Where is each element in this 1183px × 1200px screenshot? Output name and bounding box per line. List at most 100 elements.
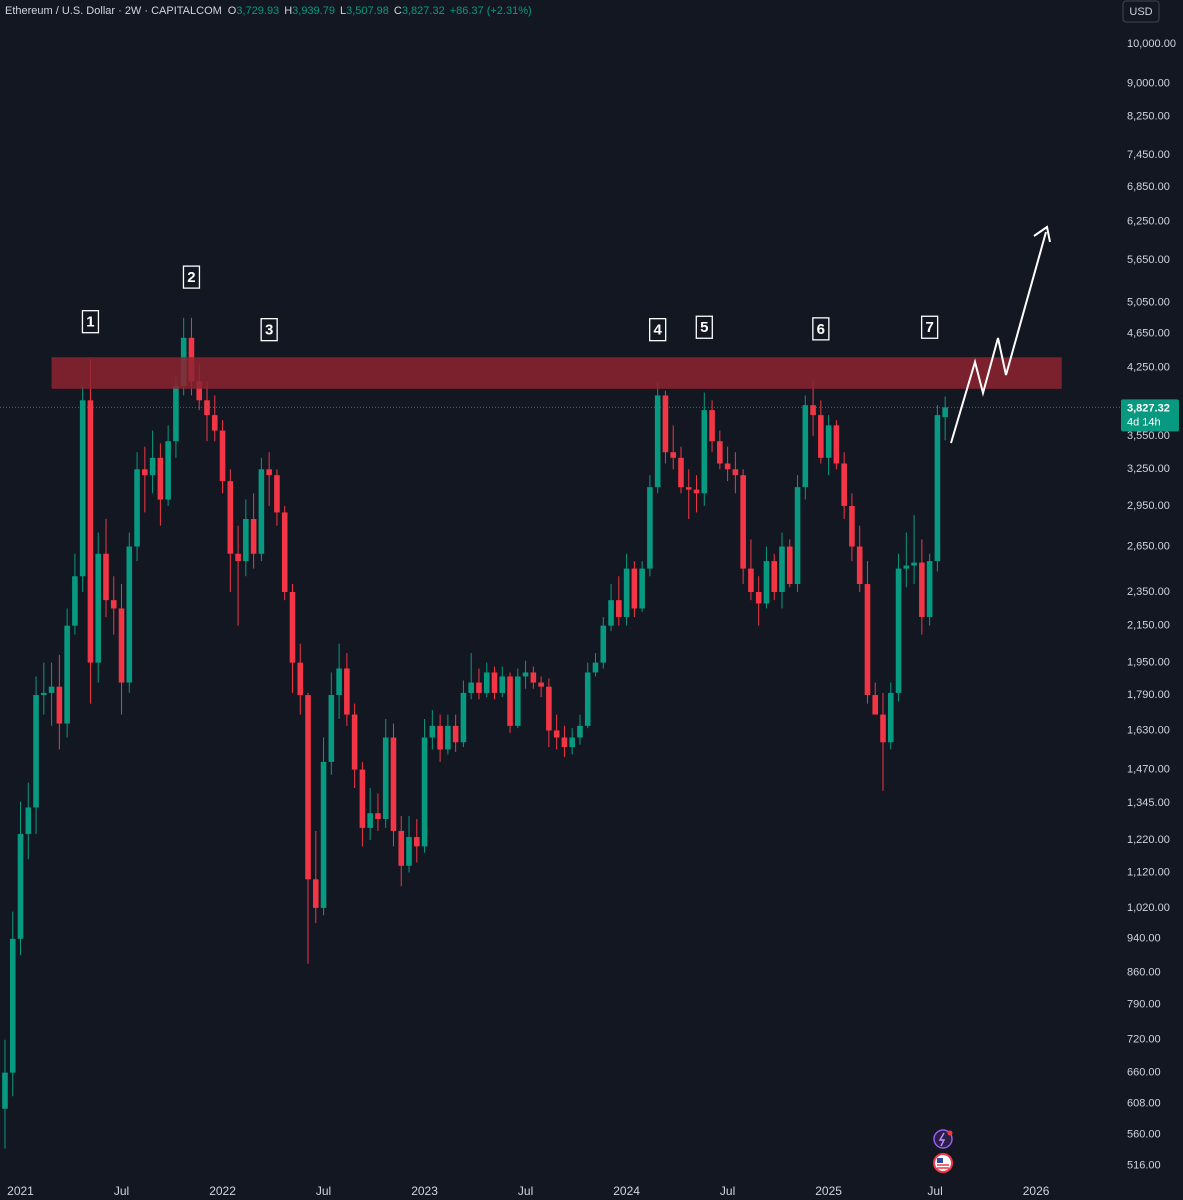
- candle-body: [880, 714, 886, 743]
- y-tick-label: 516.00: [1127, 1160, 1161, 1172]
- ohlc-value: 3,729.93: [236, 5, 279, 17]
- candle-body: [833, 425, 840, 464]
- y-tick-label: 1,020.00: [1127, 902, 1170, 914]
- candle-body: [810, 405, 816, 416]
- candle-body: [351, 714, 358, 770]
- last-price-label: 3,827.32: [1127, 402, 1170, 414]
- candle-body: [33, 695, 39, 808]
- candle-body: [305, 695, 311, 880]
- ohlc-key: H: [284, 5, 292, 17]
- candle-body: [328, 695, 335, 762]
- y-tick-label: 660.00: [1127, 1067, 1161, 1079]
- candle-body: [258, 469, 265, 554]
- candle-body: [173, 385, 179, 442]
- header-title: Ethereum / U.S. Dollar · 2W · CAPITALCOM: [5, 5, 222, 17]
- currency-label: USD: [1129, 6, 1152, 18]
- y-tick-label: 2,150.00: [1127, 620, 1170, 632]
- candle-body: [64, 625, 70, 724]
- y-tick-label: 1,120.00: [1127, 866, 1170, 878]
- y-tick-label: 4,250.00: [1127, 362, 1170, 374]
- candle-body: [561, 737, 568, 748]
- projection-arrow: [950, 231, 1047, 444]
- x-tick-label: Jul: [518, 1184, 533, 1198]
- candle-body: [227, 481, 234, 554]
- change-value: +86.37 (+2.31%): [450, 5, 532, 17]
- y-tick-label: 608.00: [1127, 1098, 1161, 1110]
- x-tick-label: 2021: [7, 1184, 34, 1198]
- y-tick-label: 940.00: [1127, 933, 1161, 945]
- candle-body: [9, 938, 16, 1073]
- candle-body: [654, 395, 661, 488]
- candle-body: [802, 405, 809, 488]
- y-tick-label: 9,000.00: [1127, 78, 1170, 90]
- icons: [933, 1129, 953, 1173]
- y-tick-label: 1,950.00: [1127, 657, 1170, 669]
- annotation-label: 6: [817, 321, 825, 338]
- candle-body: [406, 837, 412, 866]
- currency-box: [1122, 0, 1160, 23]
- y-tick-label: 5,650.00: [1127, 254, 1170, 266]
- candle-body: [577, 725, 583, 738]
- candle-body: [157, 457, 164, 500]
- candle-body: [647, 487, 653, 569]
- candle-body: [507, 676, 513, 726]
- header: Ethereum / U.S. Dollar · 2W · CAPITALCOM…: [5, 5, 532, 17]
- annotation-label: 7: [925, 319, 933, 336]
- candle-body: [243, 518, 249, 562]
- y-tick-label: 1,630.00: [1127, 724, 1170, 736]
- annotation-box: [812, 317, 830, 341]
- y-tick-label: 10,000.00: [1127, 38, 1176, 50]
- x-tick-label: 2025: [815, 1184, 842, 1198]
- x-tick-label: 2024: [613, 1184, 640, 1198]
- candle-body: [375, 813, 381, 820]
- candle-body: [204, 400, 210, 416]
- y-tick-label: 6,250.00: [1127, 216, 1170, 228]
- candle-body: [165, 441, 171, 500]
- annotation-box: [649, 318, 667, 342]
- candle-body: [693, 489, 700, 494]
- candle-body: [903, 565, 910, 569]
- countdown-label: 4d 14h: [1127, 416, 1161, 428]
- candle-body: [639, 568, 645, 609]
- candle-body: [2, 1072, 8, 1109]
- candle-body: [142, 469, 148, 476]
- flag-canton: [937, 1158, 943, 1163]
- y-tick-label: 5,050.00: [1127, 296, 1170, 308]
- candle-body: [825, 425, 832, 458]
- candle-body: [794, 487, 801, 585]
- candle-body: [359, 769, 366, 828]
- candle-body: [786, 546, 793, 585]
- candle-body: [856, 546, 863, 585]
- candle-body: [491, 672, 498, 693]
- candle-body: [344, 668, 350, 715]
- candle-body: [569, 737, 575, 748]
- candle-body: [818, 415, 824, 458]
- candle-body: [429, 725, 436, 738]
- candle-body: [250, 518, 257, 554]
- candle-body: [608, 600, 614, 626]
- candle-body: [732, 469, 739, 476]
- candle-body: [56, 686, 63, 724]
- y-tick-label: 4,650.00: [1127, 328, 1170, 340]
- candle-body: [919, 562, 925, 617]
- candle-body: [678, 457, 684, 488]
- candle-body: [421, 737, 428, 847]
- resistance-zone: [51, 357, 1062, 389]
- ohlc-key: O: [228, 5, 237, 17]
- spark-icon[interactable]: [933, 1129, 953, 1149]
- spark-dot: [947, 1130, 953, 1136]
- candle-body: [592, 662, 599, 673]
- candle-body: [476, 682, 482, 693]
- candle-body: [289, 592, 296, 663]
- candle-body: [631, 568, 638, 609]
- candle-body: [755, 592, 762, 604]
- ohlc-key: L: [340, 5, 346, 17]
- candle-body: [849, 505, 855, 547]
- y-tick-label: 3,550.00: [1127, 430, 1170, 442]
- candle-body: [17, 833, 24, 939]
- candle-body: [336, 668, 342, 696]
- y-tick-label: 1,220.00: [1127, 834, 1170, 846]
- annotation-box: [920, 315, 939, 339]
